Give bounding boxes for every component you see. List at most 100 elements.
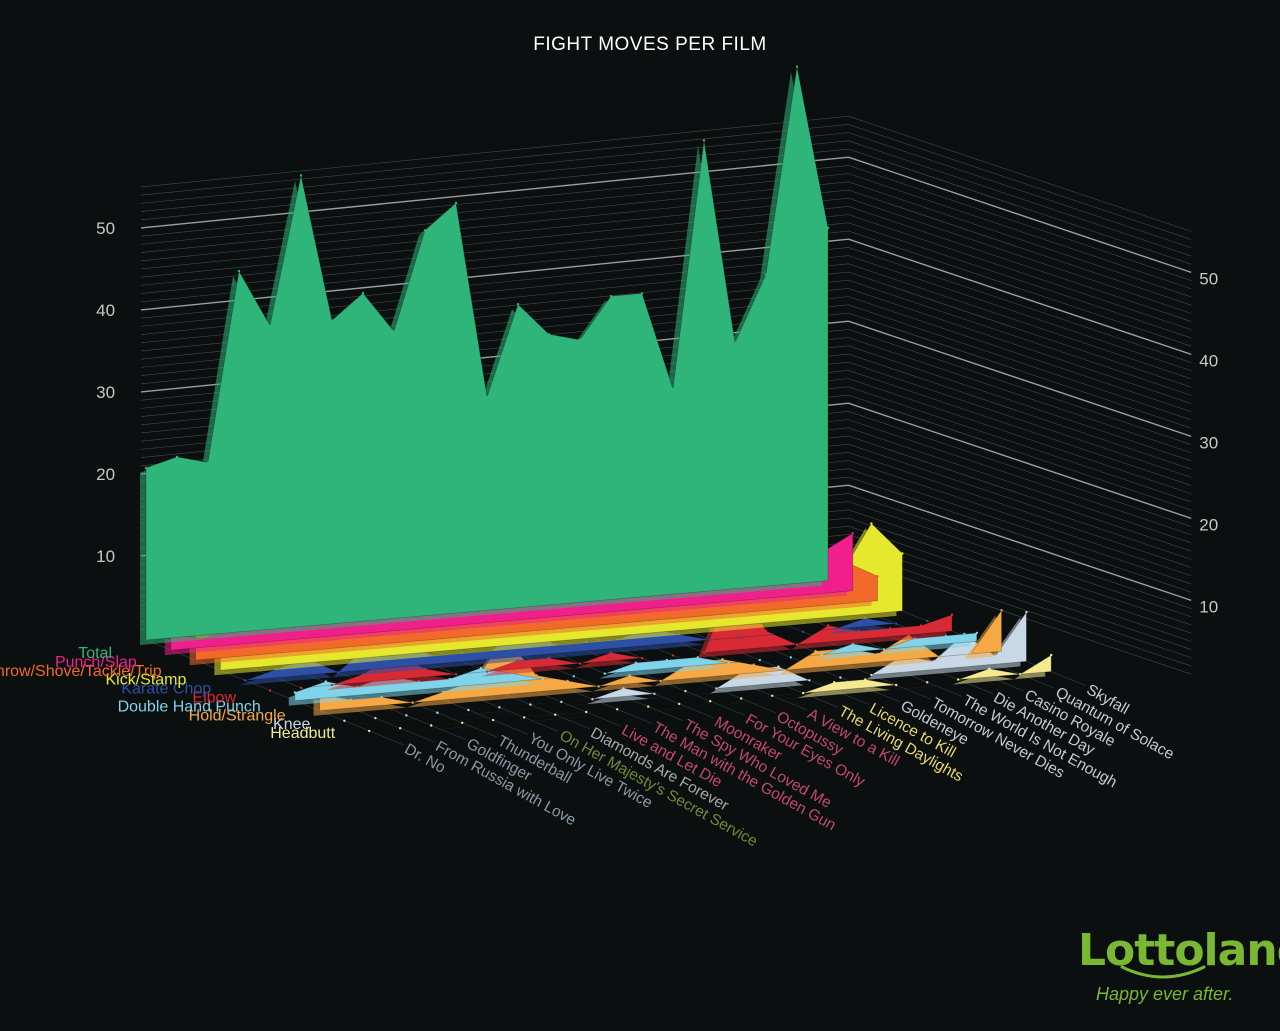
data-point-thunderball bbox=[237, 269, 241, 273]
data-point-the-world-is-not-enough bbox=[876, 652, 879, 656]
logo-smile-icon bbox=[1120, 965, 1206, 979]
data-point-for-your-eyes-only bbox=[659, 679, 662, 683]
data-point-the-man-with-the-golden-gun bbox=[541, 677, 544, 681]
data-point-octopussy bbox=[640, 656, 644, 660]
data-point-you-only-live-twice bbox=[268, 324, 272, 327]
data-point-the-man-with-the-golden-gun bbox=[566, 679, 569, 683]
data-point-quantum-of-solace bbox=[795, 65, 799, 68]
data-point-tomorrow-never-dies bbox=[820, 653, 823, 656]
data-point-tomorrow-never-dies bbox=[671, 387, 675, 391]
data-point-licence-to-kill bbox=[783, 669, 786, 672]
data-point-tomorrow-never-dies bbox=[771, 633, 774, 636]
data-point-diamonds-are-forever bbox=[529, 703, 532, 706]
gridline-minor bbox=[141, 165, 1192, 281]
data-point-die-another-day bbox=[882, 648, 885, 651]
data-point-octopussy bbox=[665, 658, 668, 662]
series-label-hold-strangle: Hold/Strangle bbox=[189, 707, 286, 724]
series-label-elbow: Elbow bbox=[192, 690, 236, 707]
y-tick-label-right: 50 bbox=[1199, 269, 1218, 288]
series-label-knee: Knee bbox=[273, 716, 310, 733]
data-point-quantum-of-solace bbox=[895, 622, 898, 625]
data-point-the-living-daylights bbox=[802, 691, 805, 695]
data-point-skyfall bbox=[1000, 609, 1003, 612]
data-point-moonraker bbox=[678, 702, 681, 706]
series-total bbox=[140, 65, 830, 645]
data-point-diamonds-are-forever bbox=[330, 319, 334, 322]
data-point-skyfall bbox=[926, 619, 929, 623]
gridline-minor bbox=[141, 140, 1192, 257]
data-point-goldeneye bbox=[640, 292, 644, 295]
data-point-moonraker bbox=[454, 201, 458, 205]
data-point-casino-royale bbox=[938, 655, 941, 658]
data-point-the-world-is-not-enough bbox=[826, 624, 830, 627]
data-point-the-living-daylights bbox=[752, 663, 755, 666]
y-tick-label-left: 50 bbox=[96, 219, 115, 238]
gridline-minor bbox=[141, 214, 1192, 331]
y-tick-label-left: 10 bbox=[96, 547, 115, 566]
data-point-from-russia-with-love bbox=[399, 727, 402, 730]
data-point-thunderball bbox=[411, 701, 414, 704]
data-point-thunderball bbox=[461, 721, 464, 724]
data-point-live-and-let-die bbox=[485, 670, 489, 673]
data-point-skyfall bbox=[1050, 653, 1053, 657]
data-point-the-man-with-the-golden-gun bbox=[392, 330, 396, 333]
data-point-moonraker bbox=[653, 692, 656, 695]
gridline-minor bbox=[141, 124, 1192, 240]
data-point-licence-to-kill bbox=[808, 679, 811, 682]
data-point-a-view-to-a-kill bbox=[696, 656, 699, 659]
data-point-the-world-is-not-enough bbox=[702, 139, 706, 142]
series-side-face bbox=[288, 638, 971, 706]
series-label-punch-slap: Punch/Slap bbox=[55, 654, 137, 671]
data-point-the-spy-who-loved-me bbox=[572, 675, 575, 678]
data-point-licence-to-kill bbox=[609, 294, 613, 298]
data-point-on-her-majesty-s-secret-service bbox=[448, 677, 451, 681]
data-point-goldeneye bbox=[740, 636, 743, 639]
data-point-for-your-eyes-only bbox=[684, 689, 687, 693]
series-label-double-hand-punch: Double Hand Punch bbox=[118, 698, 261, 715]
data-point-diamonds-are-forever bbox=[554, 713, 557, 716]
data-point-thunderball bbox=[337, 671, 340, 674]
series-side-face bbox=[239, 623, 922, 686]
gridline-major bbox=[140, 156, 1192, 274]
data-point-quantum-of-solace bbox=[1019, 673, 1022, 676]
series-label-throw-shove-tackle-trip: Throw/Shove/Tackle/Trip bbox=[0, 663, 162, 680]
data-point-die-another-day bbox=[833, 627, 836, 631]
data-point-die-another-day bbox=[733, 341, 737, 344]
data-point-the-man-with-the-golden-gun bbox=[616, 708, 619, 711]
data-point-a-view-to-a-kill bbox=[547, 333, 551, 336]
logo-tagline: Happy ever after. bbox=[1096, 984, 1234, 1004]
data-point-you-only-live-twice bbox=[492, 718, 495, 722]
chart-title: FIGHT MOVES PER FILM bbox=[533, 34, 767, 55]
data-point-dr-no bbox=[268, 689, 272, 692]
data-point-thunderball bbox=[436, 711, 439, 714]
data-point-goldfinger bbox=[206, 461, 210, 464]
gridline-minor bbox=[141, 132, 1192, 249]
data-point-octopussy bbox=[740, 697, 743, 700]
data-point-skyfall bbox=[975, 631, 978, 635]
data-point-goldfinger bbox=[330, 683, 334, 687]
data-point-octopussy bbox=[516, 303, 520, 306]
data-point-quantum-of-solace bbox=[969, 652, 972, 656]
data-point-goldeneye bbox=[789, 656, 792, 659]
data-point-tomorrow-never-dies bbox=[870, 673, 873, 677]
y-tick-label-right: 20 bbox=[1199, 515, 1218, 534]
gridline-minor bbox=[141, 206, 1192, 322]
data-point-the-living-daylights bbox=[702, 651, 706, 654]
data-point-diamonds-are-forever bbox=[479, 666, 482, 670]
y-tick-label-left: 40 bbox=[96, 301, 115, 320]
data-point-live-and-let-die bbox=[585, 710, 588, 714]
data-point-on-her-majesty-s-secret-service bbox=[498, 706, 501, 709]
data-point-dr-no bbox=[343, 719, 346, 722]
data-point-goldfinger bbox=[430, 724, 433, 727]
data-point-skyfall bbox=[851, 532, 854, 535]
data-point-from-russia-with-love bbox=[374, 716, 377, 720]
data-point-the-spy-who-loved-me bbox=[423, 229, 427, 232]
data-point-for-your-eyes-only bbox=[485, 395, 489, 399]
data-point-casino-royale bbox=[888, 627, 892, 630]
data-point-licence-to-kill bbox=[709, 638, 712, 642]
gridline-minor bbox=[141, 181, 1192, 298]
series-area bbox=[145, 66, 829, 641]
data-point-live-and-let-die bbox=[361, 291, 365, 295]
data-point-diamonds-are-forever bbox=[454, 673, 458, 676]
series-knee bbox=[338, 610, 1028, 726]
